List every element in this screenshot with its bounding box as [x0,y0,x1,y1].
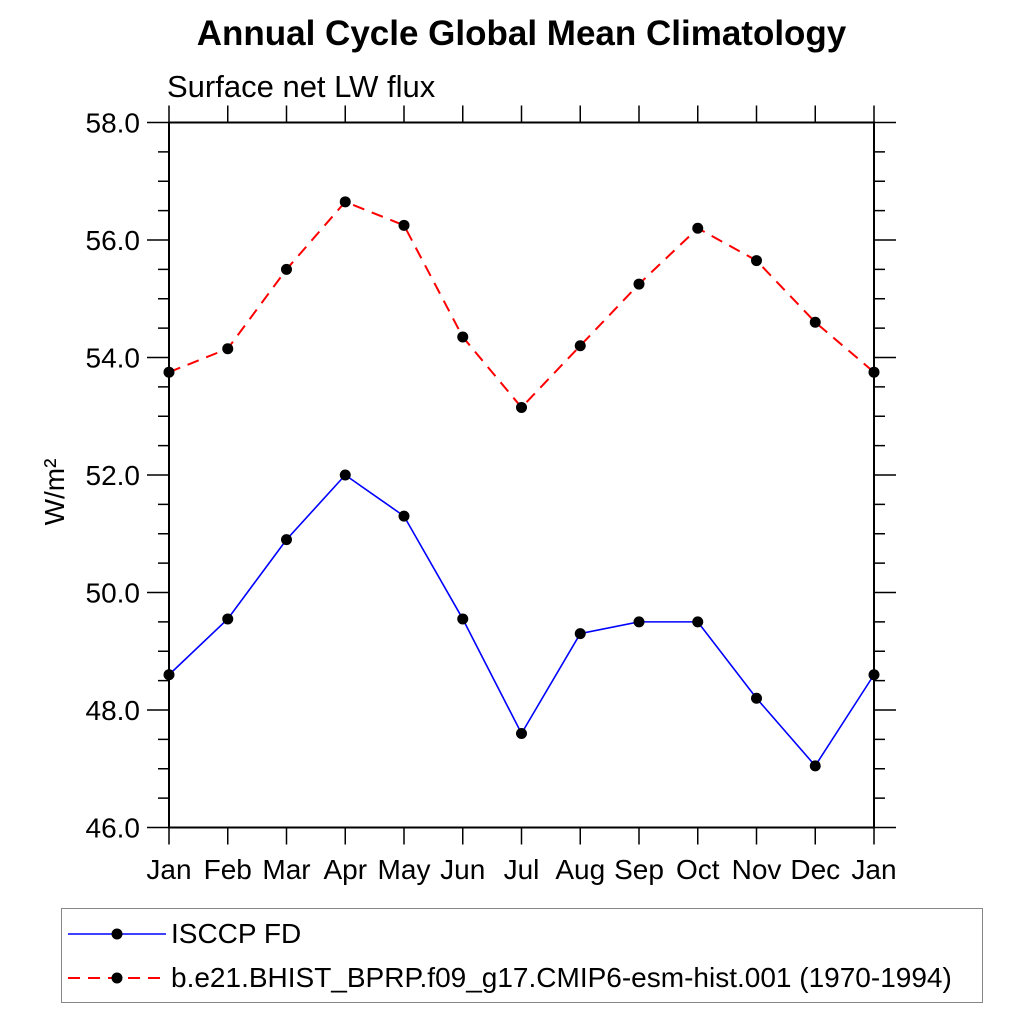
x-tick-label: Apr [323,854,367,885]
data-point-marker-0 [633,616,645,628]
legend-marker-dot [111,972,123,983]
legend-line-sample-solid [68,928,166,939]
data-point-marker-0 [163,669,175,681]
y-tick-label: 48.0 [86,695,141,726]
data-point-marker-1 [163,366,175,378]
x-tick-label: Aug [555,854,605,885]
x-tick-label: Dec [790,854,840,885]
x-tick-label: Mar [262,854,310,885]
data-point-marker-0 [751,692,762,704]
data-point-marker-1 [457,331,469,343]
data-point-marker-0 [339,469,351,481]
y-tick-label: 50.0 [86,578,141,609]
data-point-marker-1 [222,343,234,355]
data-point-marker-0 [281,534,292,546]
data-point-marker-0 [574,628,586,640]
data-point-marker-0 [398,510,410,522]
chart-title: Annual Cycle Global Mean Climatology [196,14,847,53]
plot-frame [168,121,875,829]
x-tick-label: Jul [504,854,540,885]
data-point-marker-0 [222,613,234,625]
data-point-marker-1 [868,366,880,378]
series-line-0 [168,473,875,768]
data-point-marker-1 [751,255,762,267]
data-point-marker-0 [516,728,527,739]
data-point-marker-1 [633,278,645,290]
data-point-marker-0 [457,613,469,625]
data-point-marker-1 [692,222,704,234]
chart-subtitle: Surface net LW flux [167,69,436,104]
legend-label-isccp: ISCCP FD [171,917,302,949]
data-point-marker-1 [809,316,821,328]
legend-item-model: b.e21.BHIST_BPRP.f09_g17.CMIP6-esm-hist.… [62,956,982,1000]
data-point-marker-0 [868,669,880,681]
data-point-marker-1 [339,196,351,208]
data-point-marker-1 [516,401,527,413]
data-point-marker-0 [692,616,704,628]
legend-line-sample-dashed [68,972,166,983]
x-tick-label: May [378,854,431,885]
x-tick-label: Feb [204,854,252,885]
y-tick-label: 56.0 [86,225,141,256]
x-tick-label: Jan [146,854,191,885]
x-tick-label: Oct [676,854,720,885]
x-tick-label: Jan [851,854,896,885]
data-point-marker-1 [281,263,292,275]
x-tick-label: Nov [732,854,782,885]
y-tick-label: 46.0 [86,813,141,844]
legend-box: ISCCP FD b.e21.BHIST_BPRP.f09_g17.CMIP6-… [61,908,983,1003]
data-point-marker-1 [574,340,586,352]
legend-marker-dot [111,928,123,939]
legend-item-isccp: ISCCP FD [62,912,982,956]
data-point-marker-1 [398,219,410,231]
series-line-1 [168,200,875,409]
legend-label-model: b.e21.BHIST_BPRP.f09_g17.CMIP6-esm-hist.… [171,961,952,993]
y-tick-label: 58.0 [86,108,141,139]
data-point-marker-0 [809,760,821,772]
x-tick-label: Jun [440,854,485,885]
x-tick-label: Sep [614,854,664,885]
y-tick-label: 52.0 [86,460,141,491]
y-tick-label: 54.0 [86,343,141,374]
